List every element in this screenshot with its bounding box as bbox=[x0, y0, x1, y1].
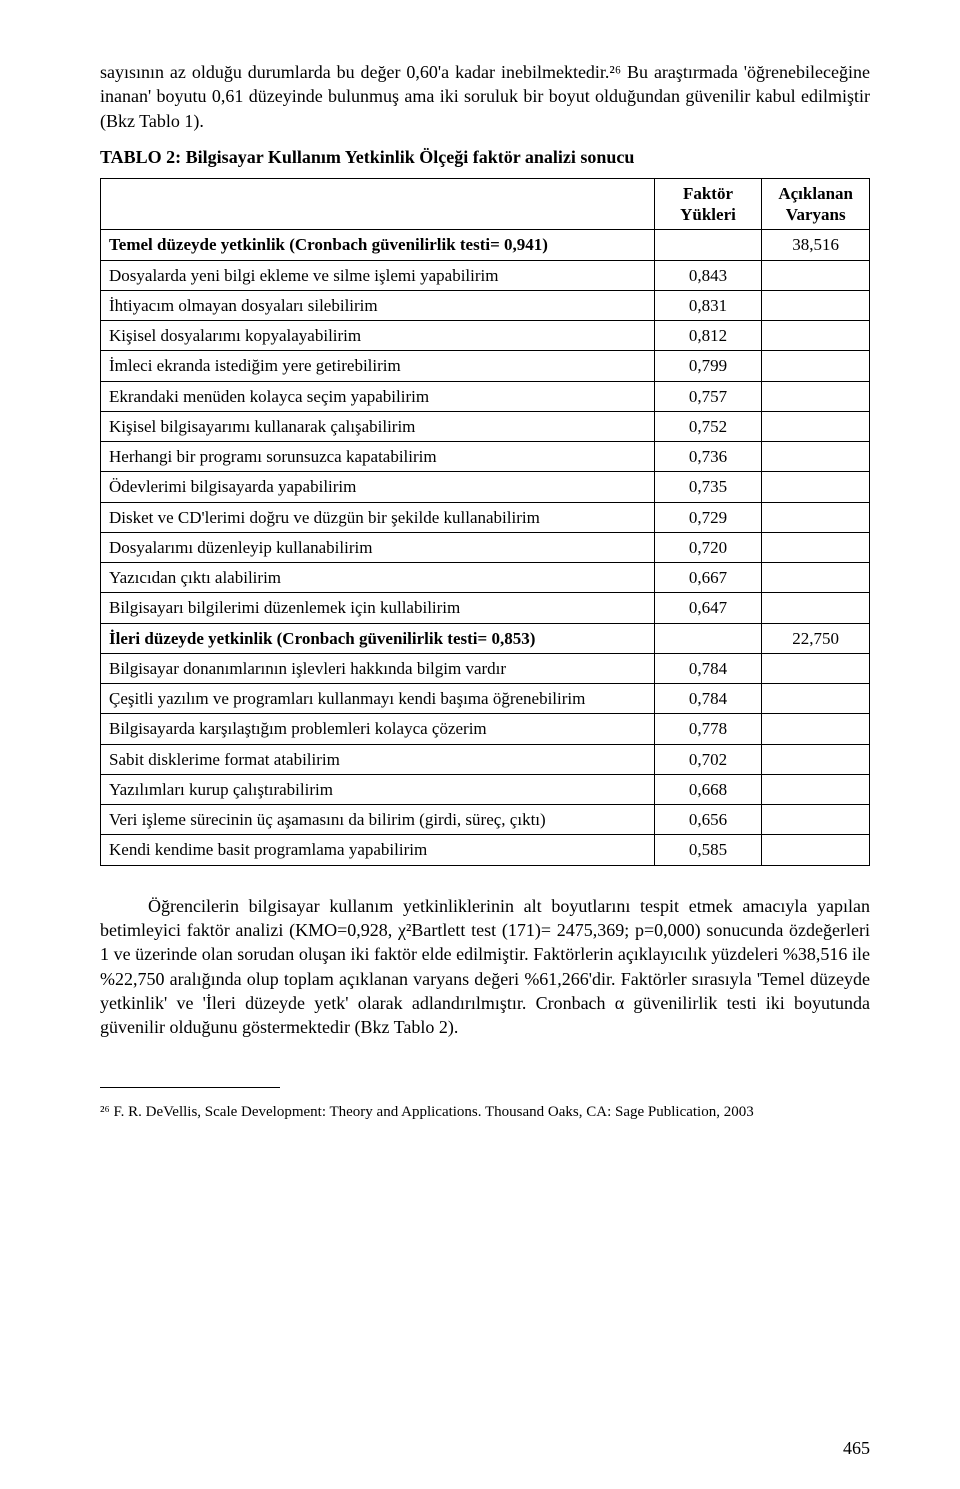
table-row: Dosyalarımı düzenleyip kullanabilirim0,7… bbox=[101, 532, 870, 562]
row-varyans bbox=[762, 442, 870, 472]
row-item: Temel düzeyde yetkinlik (Cronbach güveni… bbox=[101, 230, 655, 260]
row-item: Disket ve CD'lerimi doğru ve düzgün bir … bbox=[101, 502, 655, 532]
table-row: Ekrandaki menüden kolayca seçim yapabili… bbox=[101, 381, 870, 411]
row-varyans bbox=[762, 684, 870, 714]
row-item: Sabit disklerime format atabilirim bbox=[101, 744, 655, 774]
row-item: Kendi kendime basit programlama yapabili… bbox=[101, 835, 655, 865]
row-varyans bbox=[762, 805, 870, 835]
row-varyans bbox=[762, 351, 870, 381]
table-row: Veri işleme sürecinin üç aşamasını da bi… bbox=[101, 805, 870, 835]
row-item: Bilgisayarı bilgilerimi düzenlemek için … bbox=[101, 593, 655, 623]
row-faktor: 0,831 bbox=[654, 290, 762, 320]
table-row: Çeşitli yazılım ve programları kullanmay… bbox=[101, 684, 870, 714]
row-item: Ekrandaki menüden kolayca seçim yapabili… bbox=[101, 381, 655, 411]
table-row: Yazılımları kurup çalıştırabilirim0,668 bbox=[101, 774, 870, 804]
row-varyans bbox=[762, 653, 870, 683]
row-varyans bbox=[762, 260, 870, 290]
table-row: İhtiyacım olmayan dosyaları silebilirim0… bbox=[101, 290, 870, 320]
factor-analysis-table: Faktör Yükleri Açıklanan Varyans Temel d… bbox=[100, 178, 870, 866]
table-row: Kişisel bilgisayarımı kullanarak çalışab… bbox=[101, 411, 870, 441]
table-title: TABLO 2: Bilgisayar Kullanım Yetkinlik Ö… bbox=[100, 147, 870, 168]
table-row: Kendi kendime basit programlama yapabili… bbox=[101, 835, 870, 865]
row-item: Dosyalarda yeni bilgi ekleme ve silme iş… bbox=[101, 260, 655, 290]
row-varyans bbox=[762, 835, 870, 865]
row-varyans bbox=[762, 744, 870, 774]
row-item: Herhangi bir programı sorunsuzca kapatab… bbox=[101, 442, 655, 472]
row-item: Çeşitli yazılım ve programları kullanmay… bbox=[101, 684, 655, 714]
row-faktor: 0,668 bbox=[654, 774, 762, 804]
row-faktor: 0,702 bbox=[654, 744, 762, 774]
row-faktor: 0,843 bbox=[654, 260, 762, 290]
row-item: Bilgisayarda karşılaştığım problemleri k… bbox=[101, 714, 655, 744]
paragraph-discussion: Öğrencilerin bilgisayar kullanım yetkinl… bbox=[100, 894, 870, 1040]
row-faktor: 0,729 bbox=[654, 502, 762, 532]
header-item bbox=[101, 178, 655, 230]
row-varyans bbox=[762, 381, 870, 411]
row-item: İhtiyacım olmayan dosyaları silebilirim bbox=[101, 290, 655, 320]
row-faktor: 0,647 bbox=[654, 593, 762, 623]
table-row: Bilgisayarı bilgilerimi düzenlemek için … bbox=[101, 593, 870, 623]
row-faktor: 0,656 bbox=[654, 805, 762, 835]
row-faktor: 0,735 bbox=[654, 472, 762, 502]
row-varyans: 38,516 bbox=[762, 230, 870, 260]
table-row: Yazıcıdan çıktı alabilirim0,667 bbox=[101, 563, 870, 593]
row-varyans bbox=[762, 472, 870, 502]
table-row: Temel düzeyde yetkinlik (Cronbach güveni… bbox=[101, 230, 870, 260]
row-varyans bbox=[762, 774, 870, 804]
row-faktor: 0,784 bbox=[654, 653, 762, 683]
row-item: Yazılımları kurup çalıştırabilirim bbox=[101, 774, 655, 804]
row-faktor: 0,720 bbox=[654, 532, 762, 562]
row-item: Bilgisayar donanımlarının işlevleri hakk… bbox=[101, 653, 655, 683]
row-item: Veri işleme sürecinin üç aşamasını da bi… bbox=[101, 805, 655, 835]
row-item: İleri düzeyde yetkinlik (Cronbach güveni… bbox=[101, 623, 655, 653]
row-varyans bbox=[762, 321, 870, 351]
row-item: Ödevlerimi bilgisayarda yapabilirim bbox=[101, 472, 655, 502]
header-faktor: Faktör Yükleri bbox=[654, 178, 762, 230]
footnote-26: ²⁶ F. R. DeVellis, Scale Development: Th… bbox=[100, 1103, 870, 1123]
table-header-row: Faktör Yükleri Açıklanan Varyans bbox=[101, 178, 870, 230]
table-row: Bilgisayar donanımlarının işlevleri hakk… bbox=[101, 653, 870, 683]
row-varyans bbox=[762, 714, 870, 744]
row-varyans bbox=[762, 532, 870, 562]
table-row: İleri düzeyde yetkinlik (Cronbach güveni… bbox=[101, 623, 870, 653]
row-faktor: 0,757 bbox=[654, 381, 762, 411]
row-varyans bbox=[762, 593, 870, 623]
row-item: Kişisel dosyalarımı kopyalayabilirim bbox=[101, 321, 655, 351]
header-varyans: Açıklanan Varyans bbox=[762, 178, 870, 230]
table-row: Herhangi bir programı sorunsuzca kapatab… bbox=[101, 442, 870, 472]
table-row: Disket ve CD'lerimi doğru ve düzgün bir … bbox=[101, 502, 870, 532]
footnote-rule bbox=[100, 1087, 280, 1088]
table-row: Dosyalarda yeni bilgi ekleme ve silme iş… bbox=[101, 260, 870, 290]
row-item: Dosyalarımı düzenleyip kullanabilirim bbox=[101, 532, 655, 562]
row-varyans bbox=[762, 563, 870, 593]
row-varyans: 22,750 bbox=[762, 623, 870, 653]
table-row: İmleci ekranda istediğim yere getirebili… bbox=[101, 351, 870, 381]
row-varyans bbox=[762, 411, 870, 441]
table-row: Kişisel dosyalarımı kopyalayabilirim0,81… bbox=[101, 321, 870, 351]
row-item: İmleci ekranda istediğim yere getirebili… bbox=[101, 351, 655, 381]
row-faktor: 0,812 bbox=[654, 321, 762, 351]
row-faktor: 0,784 bbox=[654, 684, 762, 714]
row-faktor bbox=[654, 623, 762, 653]
row-faktor: 0,778 bbox=[654, 714, 762, 744]
row-item: Kişisel bilgisayarımı kullanarak çalışab… bbox=[101, 411, 655, 441]
table-row: Ödevlerimi bilgisayarda yapabilirim0,735 bbox=[101, 472, 870, 502]
row-item: Yazıcıdan çıktı alabilirim bbox=[101, 563, 655, 593]
row-faktor: 0,667 bbox=[654, 563, 762, 593]
paragraph-intro: sayısının az olduğu durumlarda bu değer … bbox=[100, 60, 870, 133]
page-number: 465 bbox=[843, 1438, 870, 1459]
row-faktor: 0,736 bbox=[654, 442, 762, 472]
row-varyans bbox=[762, 502, 870, 532]
row-faktor: 0,799 bbox=[654, 351, 762, 381]
row-varyans bbox=[762, 290, 870, 320]
row-faktor: 0,585 bbox=[654, 835, 762, 865]
row-faktor: 0,752 bbox=[654, 411, 762, 441]
table-row: Sabit disklerime format atabilirim0,702 bbox=[101, 744, 870, 774]
row-faktor bbox=[654, 230, 762, 260]
table-row: Bilgisayarda karşılaştığım problemleri k… bbox=[101, 714, 870, 744]
